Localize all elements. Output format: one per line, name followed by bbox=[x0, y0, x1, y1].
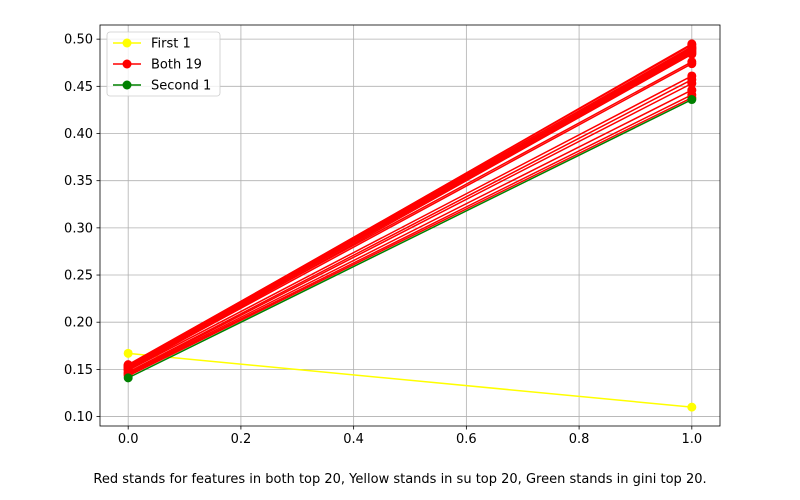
legend-label: Both 19 bbox=[151, 58, 202, 73]
series-line bbox=[127, 63, 693, 371]
x-tick-label: 1.0 bbox=[681, 432, 702, 447]
plot-frame bbox=[99, 24, 721, 427]
y-tick-label: 0.35 bbox=[64, 174, 93, 189]
legend: First 1 Both 19 Second 1 bbox=[106, 31, 221, 97]
y-tick-label: 0.30 bbox=[64, 221, 93, 236]
x-tick-label: 0.6 bbox=[456, 432, 477, 447]
series-line bbox=[127, 75, 693, 371]
x-tick-label: 0.2 bbox=[231, 432, 252, 447]
x-tick-label: 0.4 bbox=[343, 432, 364, 447]
chart-caption: Red stands for features in both top 20, … bbox=[93, 472, 707, 487]
series-line bbox=[127, 94, 693, 376]
series-line bbox=[127, 46, 693, 366]
x-tick-label: 0.0 bbox=[118, 432, 139, 447]
series-lines bbox=[123, 39, 697, 412]
y-tick-label: 0.15 bbox=[64, 363, 93, 378]
data-point bbox=[687, 402, 697, 412]
y-tick-label: 0.40 bbox=[64, 127, 93, 142]
data-point bbox=[123, 373, 133, 383]
legend-label: Second 1 bbox=[151, 79, 211, 94]
data-point bbox=[687, 49, 697, 59]
series-line bbox=[127, 89, 693, 375]
y-tick-label: 0.25 bbox=[64, 269, 93, 284]
data-point bbox=[687, 78, 697, 88]
y-tick-label: 0.20 bbox=[64, 316, 93, 331]
series-line bbox=[127, 79, 693, 373]
legend-swatch-marker bbox=[122, 38, 132, 48]
series-line bbox=[127, 96, 693, 377]
legend-label: First 1 bbox=[151, 37, 191, 52]
data-point bbox=[687, 59, 697, 69]
legend-swatch-marker bbox=[122, 59, 132, 69]
series-line bbox=[127, 98, 693, 379]
legend-box bbox=[106, 31, 221, 97]
data-point bbox=[123, 348, 133, 358]
legend-swatch-marker bbox=[122, 80, 132, 90]
series-line bbox=[127, 82, 693, 374]
y-tick-label: 0.50 bbox=[64, 33, 93, 48]
y-tick-label: 0.10 bbox=[64, 410, 93, 425]
x-tick-label: 0.8 bbox=[569, 432, 590, 447]
axis-ticks: 0.0 0.2 0.4 0.6 0.8 1.0 0.10 0.15 0.20 0.25 0.30 0.… bbox=[64, 33, 702, 447]
series-line bbox=[128, 352, 692, 408]
series-line bbox=[127, 51, 693, 367]
series-line bbox=[127, 61, 693, 369]
data-point bbox=[687, 95, 697, 105]
y-tick-label: 0.45 bbox=[64, 80, 93, 95]
